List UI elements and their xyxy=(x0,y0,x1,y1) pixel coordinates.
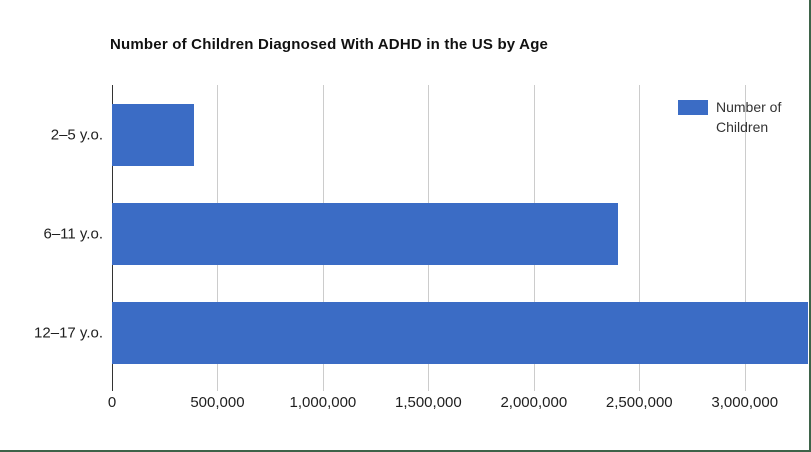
y-axis-label: 12–17 y.o. xyxy=(34,324,103,342)
x-axis-tick-label: 3,000,000 xyxy=(711,394,779,411)
bar-2-5-y-o-[interactable] xyxy=(112,103,194,166)
y-axis-label: 2–5 y.o. xyxy=(50,126,103,144)
x-axis-tick-label: 1,500,000 xyxy=(394,394,462,411)
gridline xyxy=(639,85,641,391)
x-axis-tick-label: 1,000,000 xyxy=(289,394,357,411)
plot-area: 0 500,000 1,000,000 1,500,000 2,000,000 2,500… xyxy=(108,85,808,411)
x-axis-tick-label: 500,000 xyxy=(190,394,245,411)
bar-12-17-y-o-[interactable] xyxy=(112,302,808,365)
y-axis-label: 6–11 y.o. xyxy=(43,225,104,243)
bar-6-11-y-o-[interactable] xyxy=(112,203,619,265)
legend[interactable]: Number of Children xyxy=(678,97,800,137)
y-axis-labels: 2–5 y.o. 6–11 y.o. 12–17 y.o. xyxy=(0,85,103,383)
gridline xyxy=(744,85,746,391)
chart-title: Number of Children Diagnosed With ADHD i… xyxy=(110,36,549,53)
legend-label: Number of Children xyxy=(716,99,782,135)
x-axis-tick-label: 2,500,000 xyxy=(605,394,673,411)
x-axis-tick-label: 0 xyxy=(107,394,117,411)
legend-swatch-icon xyxy=(678,100,708,115)
x-axis-tick-label: 2,000,000 xyxy=(500,394,568,411)
